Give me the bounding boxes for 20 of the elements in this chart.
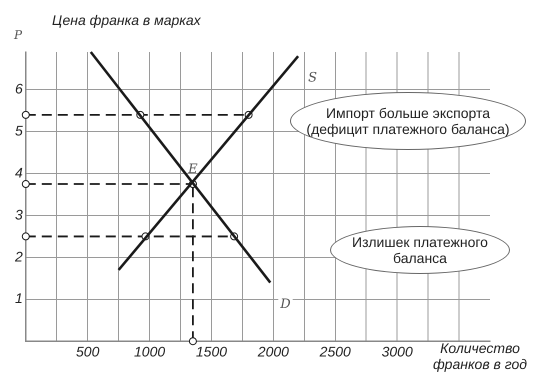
x-axis-title: Количество франков в год bbox=[432, 340, 528, 372]
x-tick-label: 2500 bbox=[318, 343, 352, 360]
x-tick-label: 1000 bbox=[134, 343, 166, 360]
series-label: D bbox=[279, 296, 292, 312]
y-tick-label: 1 bbox=[14, 290, 23, 306]
y-axis-title: P bbox=[14, 28, 22, 42]
series-label: S bbox=[308, 70, 318, 86]
x-tick-label: 2000 bbox=[256, 343, 290, 360]
y-tick-label: 2 bbox=[14, 248, 23, 264]
annotation: Импорт больше экспорта (дефицит платежного баланса) bbox=[290, 92, 526, 150]
chart-title: Цена франка в марках bbox=[52, 12, 201, 28]
y-tick-label: 6 bbox=[14, 80, 23, 97]
y-tick-label: 5 bbox=[14, 122, 23, 139]
x-tick-label: 500 bbox=[76, 343, 100, 360]
y-tick-label: 4 bbox=[14, 164, 23, 180]
annotation: E bbox=[187, 162, 198, 177]
x-tick-label: 1500 bbox=[196, 343, 228, 360]
y-tick-label: 3 bbox=[14, 206, 23, 222]
x-tick-label: 3000 bbox=[382, 343, 413, 360]
annotation: Излишек платежного баланса bbox=[330, 226, 510, 274]
